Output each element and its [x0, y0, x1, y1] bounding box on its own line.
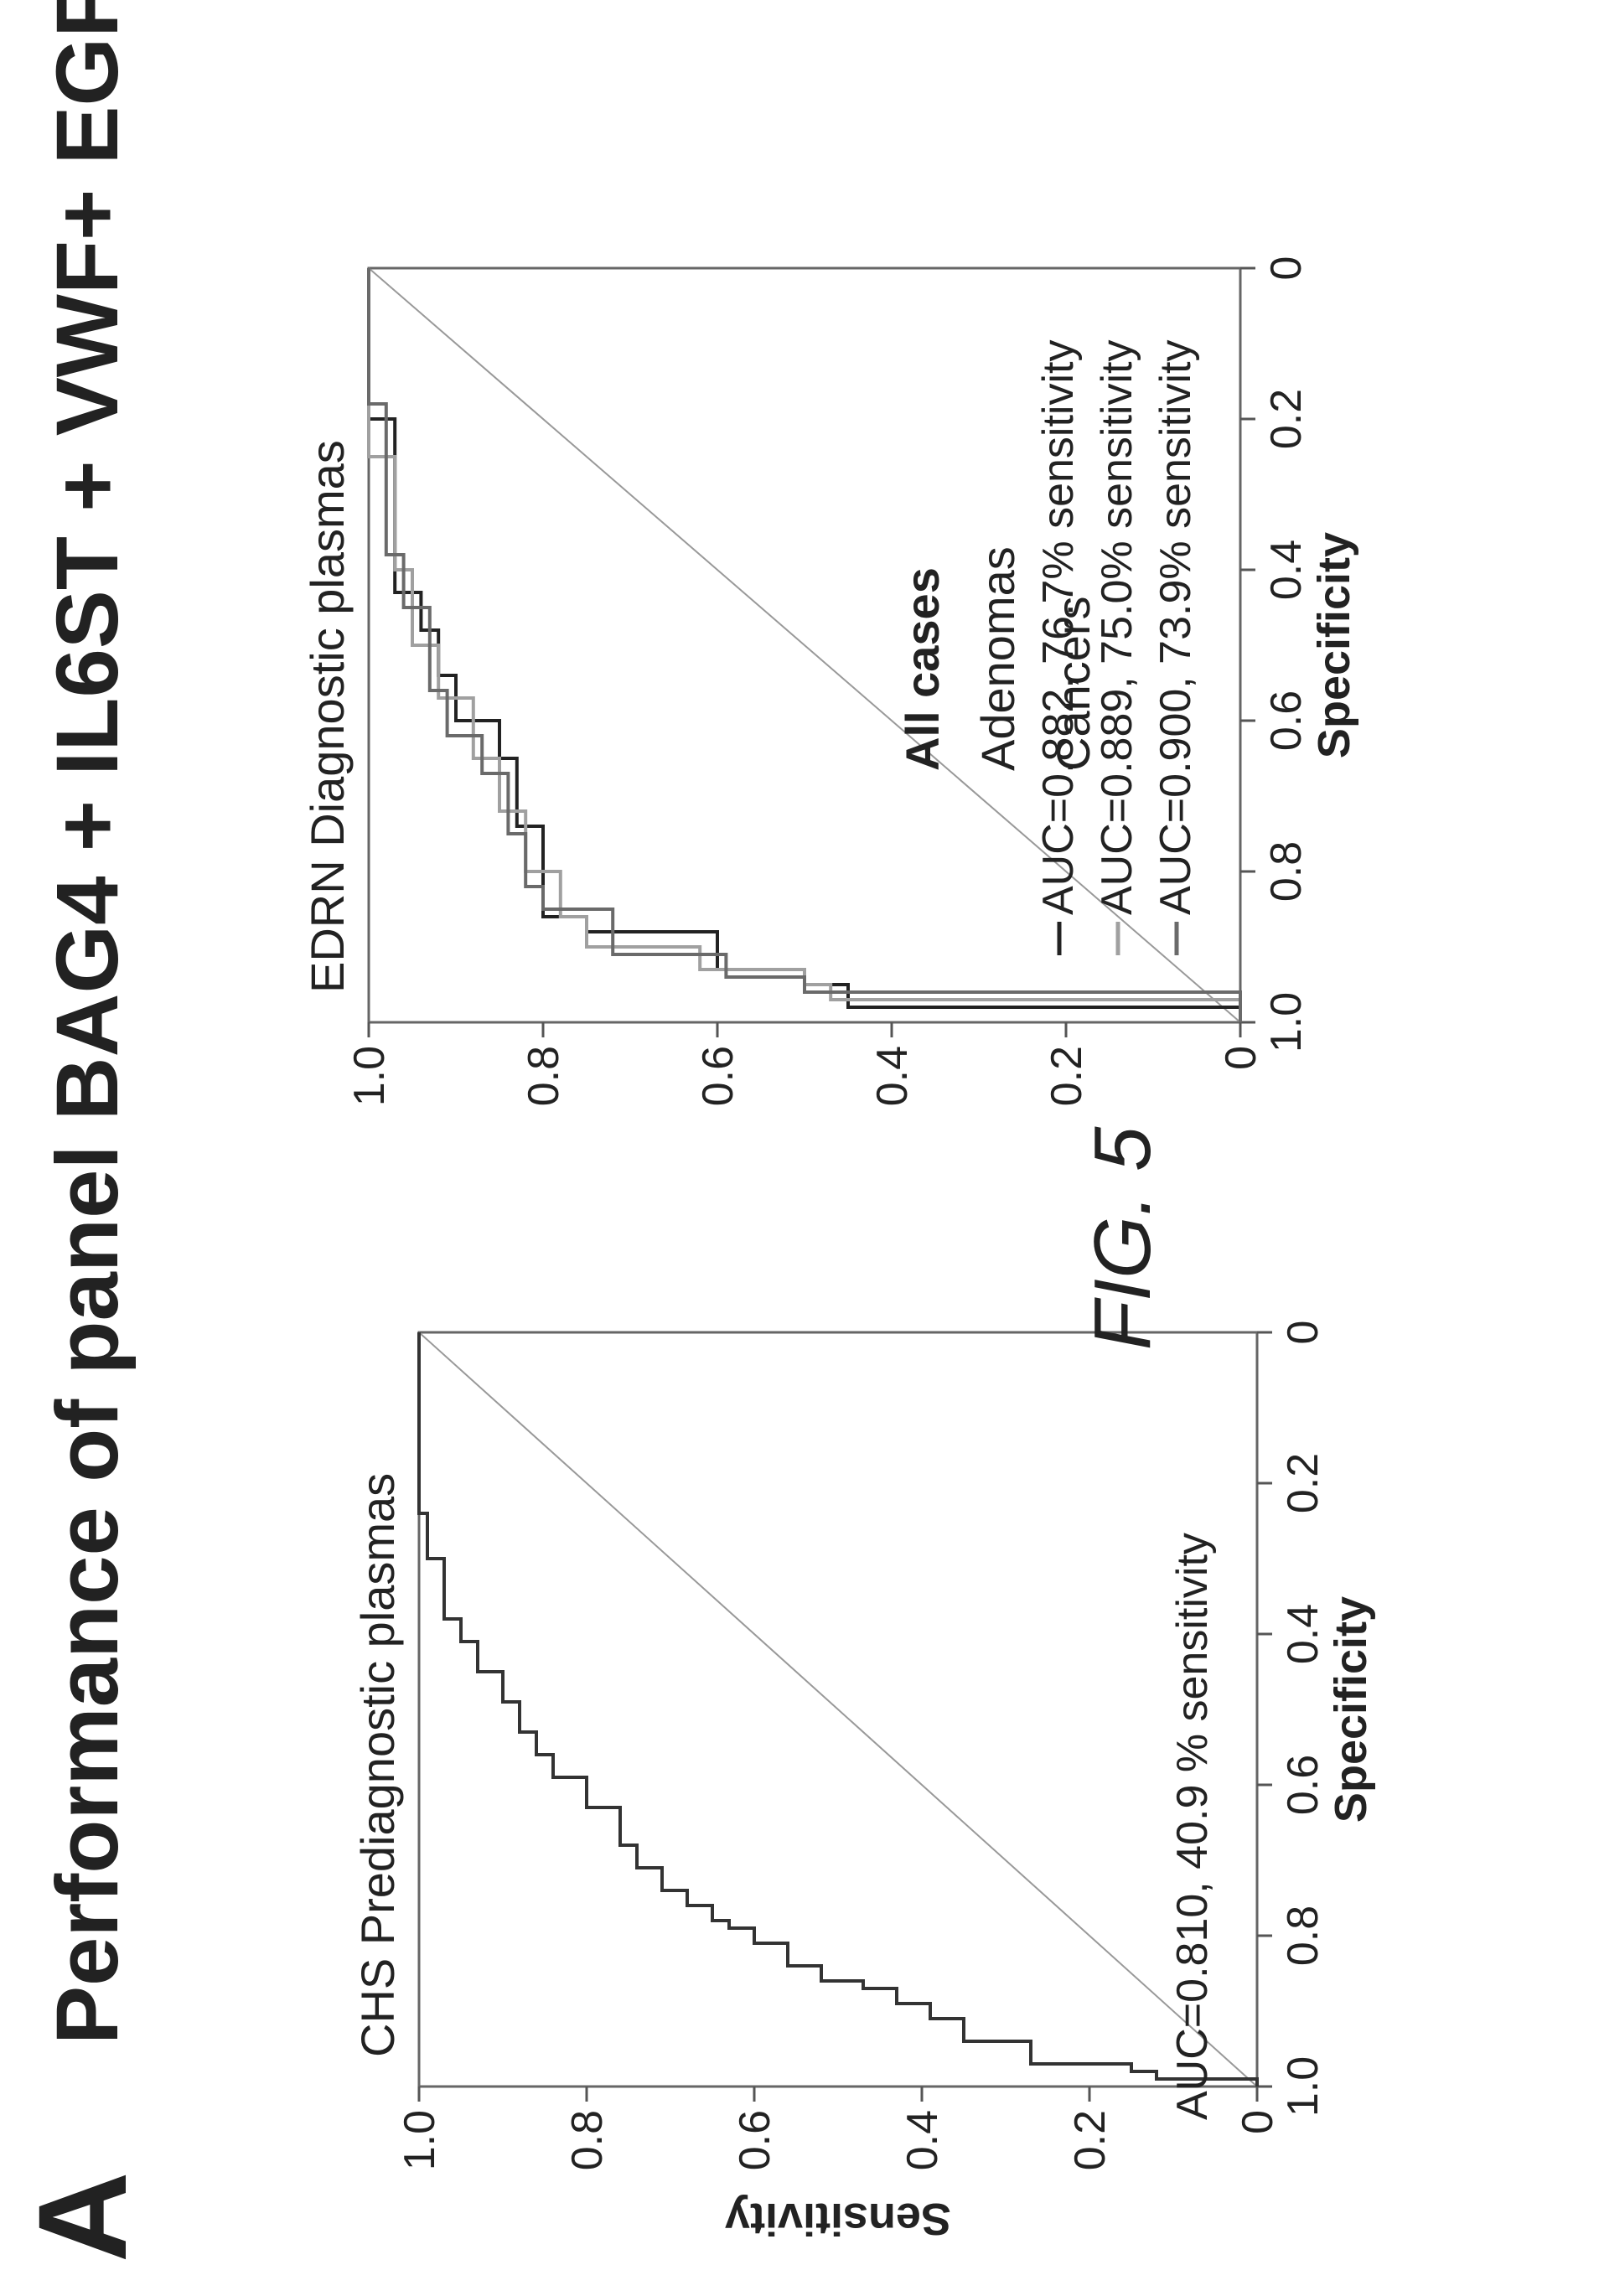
legend-entry: AUC=0.882, 76.7% sensitivity	[1034, 340, 1083, 915]
x-tick-label: 0	[1279, 1321, 1327, 1345]
figure-title: Performance of panel BAG4 + IL6ST + VWF+…	[39, 0, 137, 2045]
y-tick-label: 0.2	[1043, 1046, 1091, 1106]
reference-diagonal	[418, 1332, 1258, 2087]
legend-entry: AUC=0.900, 73.9% sensitivity	[1151, 340, 1200, 915]
x-tick-label: 0.6	[1279, 1755, 1327, 1815]
x-tick-label: 0.2	[1262, 389, 1311, 449]
plot-frame	[417, 1331, 1259, 2088]
y-axis-label: Sensitivity	[725, 2194, 951, 2244]
reference-diagonal	[368, 267, 1241, 1023]
legend-group-label: All cases	[896, 567, 949, 771]
roc-curve-series-3	[367, 268, 1242, 1022]
chart-title: EDRN Diagnostic plasmas	[301, 440, 354, 993]
rotated-figure: A Performance of panel BAG4 + IL6ST + VW…	[12, 0, 1376, 2262]
y-tick-label: 0.8	[520, 1046, 568, 1106]
x-tick-label: 1.0	[1279, 2056, 1327, 2117]
chart-chs: CHS Prediagnostic plasmas 0 0.2 0.4 0.6 0.8 1.…	[351, 1321, 1376, 2244]
x-tick-label: 0.4	[1279, 1604, 1327, 1664]
chart-edrn: EDRN Diagnostic plasmas 0 0.2 0.4 0.6 0.8 1.0 1…	[301, 256, 1359, 1107]
figure-caption: FIG. 5	[1078, 1126, 1167, 1350]
x-tick-label: 0.4	[1262, 540, 1311, 600]
x-tick-label: 1.0	[1262, 992, 1311, 1052]
y-tick-label: 0	[1234, 2110, 1282, 2134]
plot-frame	[367, 266, 1242, 1024]
x-tick-label: 0.8	[1262, 841, 1311, 902]
x-axis-label: Specificity	[1309, 532, 1359, 758]
roc-curve-series-1	[417, 1332, 1259, 2087]
x-tick-label: 0.8	[1279, 1906, 1327, 1966]
y-tick-label: 1.0	[345, 1046, 394, 1106]
legend-entry: AUC=0.889, 75.0% sensitivity	[1093, 340, 1141, 915]
y-tick-label: 0.8	[563, 2110, 612, 2170]
y-tick-label: 0	[1217, 1046, 1265, 1070]
y-tick-label: 0.6	[731, 2110, 779, 2170]
legend-entry: AUC=0.810, 40.9 % sensitivity	[1168, 1533, 1217, 2120]
legend-group-label: Cancers	[1047, 596, 1100, 771]
legend-group-label: Adenomas	[971, 546, 1024, 771]
x-tick-label: 0	[1262, 256, 1311, 281]
x-axis-label: Specificity	[1326, 1596, 1376, 1823]
panel-letter: A	[12, 2172, 153, 2262]
y-tick-label: 0.4	[868, 1046, 917, 1106]
y-tick-label: 0.4	[898, 2110, 947, 2170]
y-tick-label: 1.0	[396, 2110, 444, 2170]
y-tick-label: 0.6	[694, 1046, 743, 1106]
x-tick-label: 0.2	[1279, 1453, 1327, 1513]
x-tick-label: 0.6	[1262, 690, 1311, 751]
y-tick-label: 0.2	[1066, 2110, 1115, 2170]
chart-title: CHS Prediagnostic plasmas	[351, 1473, 404, 2057]
